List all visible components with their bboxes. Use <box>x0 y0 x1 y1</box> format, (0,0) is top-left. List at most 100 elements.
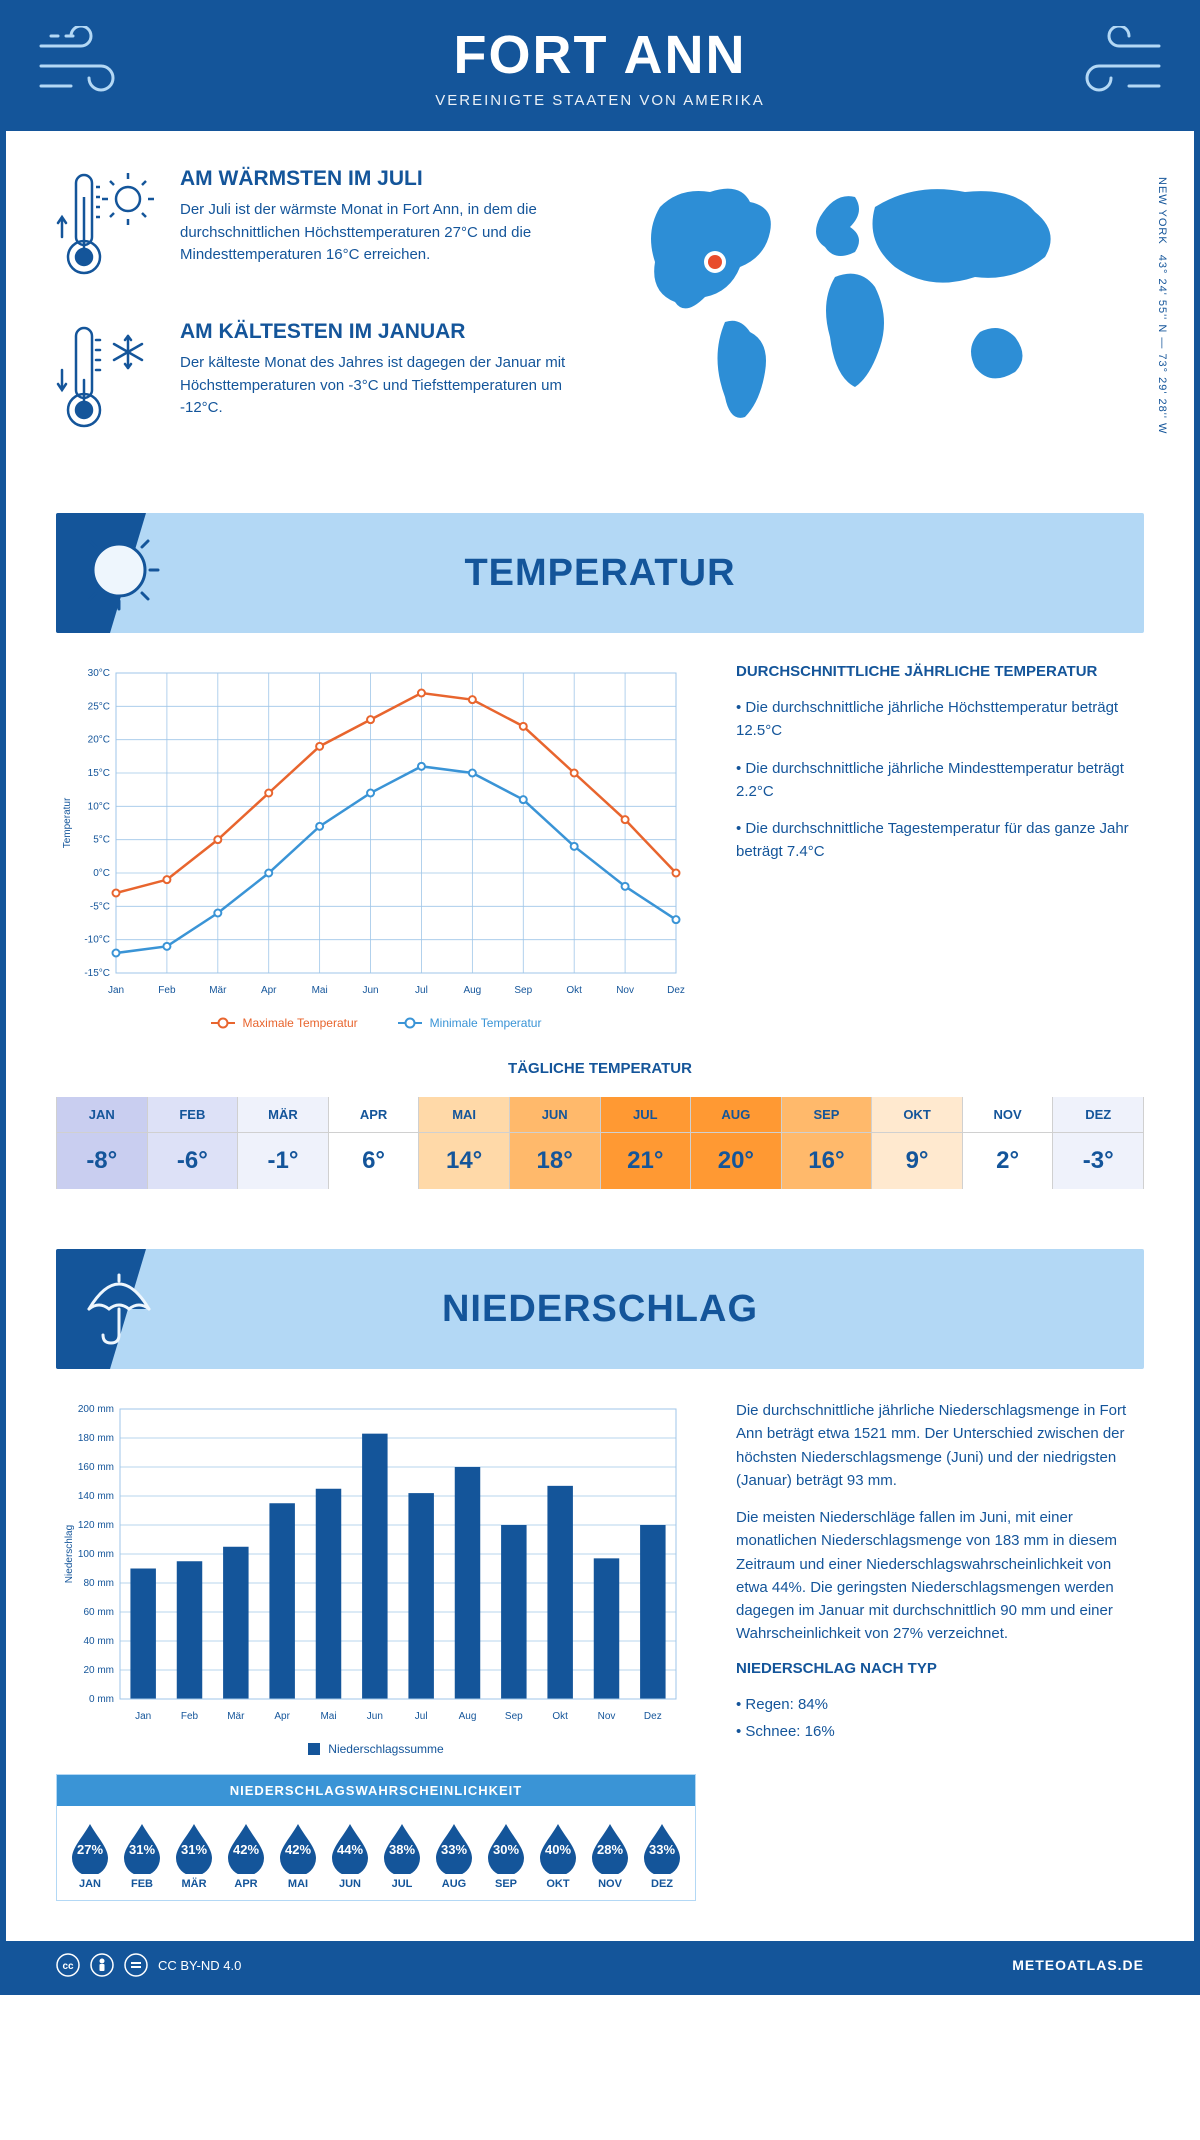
page-subtitle: VEREINIGTE STAATEN VON AMERIKA <box>6 92 1194 109</box>
temp-summary-b2: • Die durchschnittliche jährliche Mindes… <box>736 757 1144 804</box>
svg-text:15°C: 15°C <box>88 768 110 779</box>
precip-type-heading: NIEDERSCHLAG NACH TYP <box>736 1660 1144 1677</box>
svg-text:Dez: Dez <box>644 1711 662 1722</box>
precip-probability-panel: NIEDERSCHLAGSWAHRSCHEINLICHKEIT 27%JAN 31… <box>56 1774 696 1901</box>
temp-section-banner: TEMPERATUR <box>56 513 1144 633</box>
temp-cell: OKT9° <box>872 1097 963 1189</box>
coordinates: NEW YORK 43° 24' 55'' N — 73° 29' 28'' W <box>1156 177 1168 434</box>
svg-text:Feb: Feb <box>158 985 176 996</box>
precip-drop: 40%OKT <box>533 1820 583 1890</box>
svg-text:Feb: Feb <box>181 1711 199 1722</box>
svg-text:Jun: Jun <box>367 1711 383 1722</box>
svg-text:Aug: Aug <box>463 985 481 996</box>
svg-text:Apr: Apr <box>274 1711 290 1722</box>
svg-text:40 mm: 40 mm <box>83 1636 114 1647</box>
region-label: NEW YORK <box>1156 177 1168 245</box>
temp-summary-b3: • Die durchschnittliche Tagestemperatur … <box>736 817 1144 864</box>
svg-text:5°C: 5°C <box>93 835 110 846</box>
svg-text:Nov: Nov <box>598 1711 616 1722</box>
coldest-block: AM KÄLTESTEN IM JANUAR Der kälteste Mona… <box>56 320 580 445</box>
svg-text:140 mm: 140 mm <box>78 1491 114 1502</box>
svg-text:25°C: 25°C <box>88 701 110 712</box>
precip-drop: 33%AUG <box>429 1820 479 1890</box>
precip-drop: 27%JAN <box>65 1820 115 1890</box>
temp-legend: Maximale Temperatur Minimale Temperatur <box>56 1016 696 1030</box>
footer: cc CC BY-ND 4.0 METEOATLAS.DE <box>6 1941 1194 1989</box>
svg-text:Jan: Jan <box>108 985 124 996</box>
precip-text-p2: Die meisten Niederschläge fallen im Juni… <box>736 1506 1144 1646</box>
precipitation-bar-chart: 0 mm20 mm40 mm60 mm80 mm100 mm120 mm140 … <box>56 1399 696 1729</box>
temp-cell: MAI14° <box>419 1097 510 1189</box>
svg-text:Dez: Dez <box>667 985 685 996</box>
temp-cell: AUG20° <box>691 1097 782 1189</box>
precip-drop: 31%MÄR <box>169 1820 219 1890</box>
sun-icon <box>74 525 164 615</box>
precip-text-p1: Die durchschnittliche jährliche Niedersc… <box>736 1399 1144 1492</box>
svg-text:Jan: Jan <box>135 1711 151 1722</box>
temp-summary-b1: • Die durchschnittliche jährliche Höchst… <box>736 696 1144 743</box>
svg-text:Sep: Sep <box>514 985 532 996</box>
temperature-line-chart: -15°C -10°C -5°C 0°C 5°C 10°C 15°C 20°C 25°C 30°C… <box>56 663 696 1003</box>
svg-text:0 mm: 0 mm <box>89 1694 114 1705</box>
svg-text:Sep: Sep <box>505 1711 523 1722</box>
svg-text:20°C: 20°C <box>88 735 110 746</box>
precip-drop: 38%JUL <box>377 1820 427 1890</box>
precip-drop: 33%DEZ <box>637 1820 687 1890</box>
warmest-block: AM WÄRMSTEN IM JULI Der Juli ist der wär… <box>56 167 580 292</box>
precip-drop: 42%APR <box>221 1820 271 1890</box>
svg-text:Aug: Aug <box>459 1711 477 1722</box>
svg-text:Nov: Nov <box>616 985 634 996</box>
svg-text:Mai: Mai <box>312 985 328 996</box>
legend-max: Maximale Temperatur <box>243 1016 358 1030</box>
svg-text:-15°C: -15°C <box>84 968 110 979</box>
svg-text:Jul: Jul <box>415 1711 428 1722</box>
precip-prob-heading: NIEDERSCHLAGSWAHRSCHEINLICHKEIT <box>57 1775 695 1806</box>
svg-text:120 mm: 120 mm <box>78 1520 114 1531</box>
svg-text:Jun: Jun <box>362 985 378 996</box>
precip-type-b2: • Schnee: 16% <box>736 1720 1144 1743</box>
svg-text:cc: cc <box>62 1961 74 1972</box>
coldest-heading: AM KÄLTESTEN IM JANUAR <box>180 320 580 344</box>
svg-text:Mär: Mär <box>209 985 227 996</box>
brand-name: METEOATLAS.DE <box>1012 1957 1144 1973</box>
nd-icon <box>124 1953 148 1977</box>
umbrella-icon <box>74 1261 164 1351</box>
svg-text:Okt: Okt <box>552 1711 568 1722</box>
svg-text:-10°C: -10°C <box>84 935 110 946</box>
svg-text:100 mm: 100 mm <box>78 1549 114 1560</box>
svg-text:200 mm: 200 mm <box>78 1404 114 1415</box>
svg-text:30°C: 30°C <box>88 668 110 679</box>
cc-icon: cc <box>56 1953 80 1977</box>
warmest-heading: AM WÄRMSTEN IM JULI <box>180 167 580 191</box>
coldest-text: Der kälteste Monat des Jahres ist dagege… <box>180 352 580 420</box>
precip-legend-label: Niederschlagssumme <box>328 1742 443 1756</box>
svg-text:80 mm: 80 mm <box>83 1578 114 1589</box>
temp-cell: JUL21° <box>601 1097 692 1189</box>
svg-text:Temperatur: Temperatur <box>62 797 73 848</box>
svg-text:160 mm: 160 mm <box>78 1462 114 1473</box>
precip-type-b1: • Regen: 84% <box>736 1693 1144 1716</box>
temp-cell: JAN-8° <box>57 1097 148 1189</box>
svg-text:20 mm: 20 mm <box>83 1665 114 1676</box>
svg-text:-5°C: -5°C <box>90 901 110 912</box>
precip-section-banner: NIEDERSCHLAG <box>56 1249 1144 1369</box>
precip-drop: 28%NOV <box>585 1820 635 1890</box>
temp-cell: FEB-6° <box>148 1097 239 1189</box>
svg-text:Jul: Jul <box>415 985 428 996</box>
svg-text:Mär: Mär <box>227 1711 245 1722</box>
precip-drop: 42%MAI <box>273 1820 323 1890</box>
temp-cell: NOV2° <box>963 1097 1054 1189</box>
legend-min: Minimale Temperatur <box>430 1016 542 1030</box>
precip-legend: Niederschlagssumme <box>56 1742 696 1756</box>
page-title: FORT ANN <box>6 24 1194 86</box>
svg-text:180 mm: 180 mm <box>78 1433 114 1444</box>
daily-temp-table: JAN-8°FEB-6°MÄR-1°APR6°MAI14°JUN18°JUL21… <box>56 1097 1144 1189</box>
temp-cell: SEP16° <box>782 1097 873 1189</box>
precip-section-title: NIEDERSCHLAG <box>442 1288 758 1331</box>
temp-cell: JUN18° <box>510 1097 601 1189</box>
svg-text:10°C: 10°C <box>88 801 110 812</box>
svg-text:Okt: Okt <box>566 985 582 996</box>
world-map <box>620 167 1080 427</box>
svg-text:Niederschlag: Niederschlag <box>64 1525 75 1583</box>
svg-text:0°C: 0°C <box>93 868 110 879</box>
